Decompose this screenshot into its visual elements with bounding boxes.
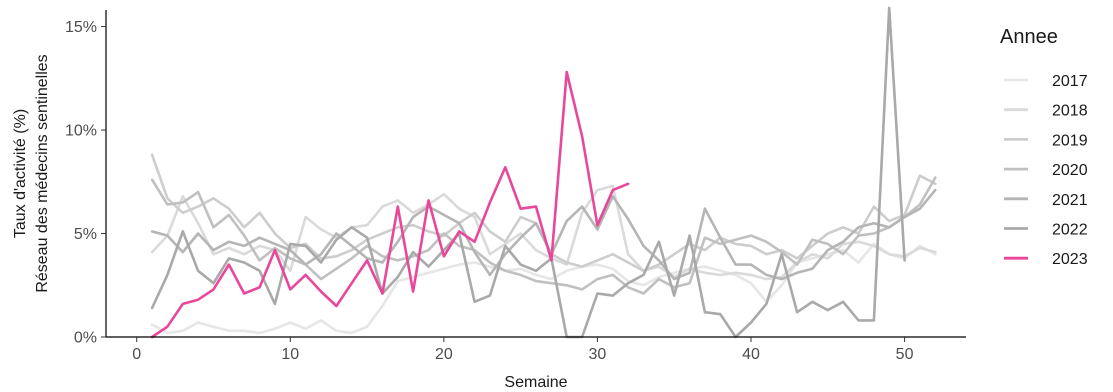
y-tick-label: 5% [74, 226, 97, 243]
legend-label-2020: 2020 [1052, 162, 1088, 179]
y-axis-ticks: 0% 5% 10% 15% [65, 19, 106, 347]
legend-label-2022: 2022 [1052, 222, 1088, 239]
legend-label-2018: 2018 [1052, 103, 1088, 120]
series-line-2020 [150, 176, 937, 295]
plot-area: 0% 5% 10% 15% 0 10 20 30 40 50 [65, 6, 966, 363]
x-axis-ticks: 0 10 20 30 40 50 [132, 337, 914, 363]
legend-label-2023: 2023 [1052, 251, 1088, 268]
x-tick-label: 30 [589, 346, 607, 363]
series-line-2018 [150, 184, 937, 281]
legend-item-2017: 2017 [1004, 73, 1088, 90]
legend-item-2020: 2020 [1004, 162, 1088, 179]
legend: Annee 2017 2018 2019 2020 2021 2022 2023 [1000, 26, 1088, 268]
legend-item-2018: 2018 [1004, 103, 1088, 120]
legend-title: Annee [1000, 26, 1058, 48]
y-axis-title-line1: Taux d'activité (%) [12, 109, 29, 238]
legend-label-2017: 2017 [1052, 73, 1088, 90]
legend-items: 2017 2018 2019 2020 2021 2022 2023 [1004, 73, 1088, 268]
legend-label-2019: 2019 [1052, 132, 1088, 149]
x-axis-title: Semaine [504, 374, 567, 391]
series-line-2023 [150, 70, 630, 339]
y-tick-label: 15% [65, 19, 97, 36]
series-line-2021 [150, 188, 937, 281]
legend-label-2021: 2021 [1052, 192, 1088, 209]
legend-item-2022: 2022 [1004, 222, 1088, 239]
series-line-2022 [150, 6, 906, 339]
y-tick-label: 0% [74, 330, 97, 347]
x-tick-label: 40 [742, 346, 760, 363]
series-line-2017 [150, 242, 937, 335]
legend-item-2023: 2023 [1004, 251, 1088, 268]
x-tick-label: 0 [132, 346, 141, 363]
legend-item-2021: 2021 [1004, 192, 1088, 209]
x-tick-label: 50 [896, 346, 914, 363]
y-tick-label: 10% [65, 123, 97, 140]
series-lines [150, 6, 937, 339]
legend-item-2019: 2019 [1004, 132, 1088, 149]
x-tick-label: 10 [281, 346, 299, 363]
y-axis-title-line2: Réseau des médecins sentinelles [34, 54, 51, 292]
x-tick-label: 20 [435, 346, 453, 363]
